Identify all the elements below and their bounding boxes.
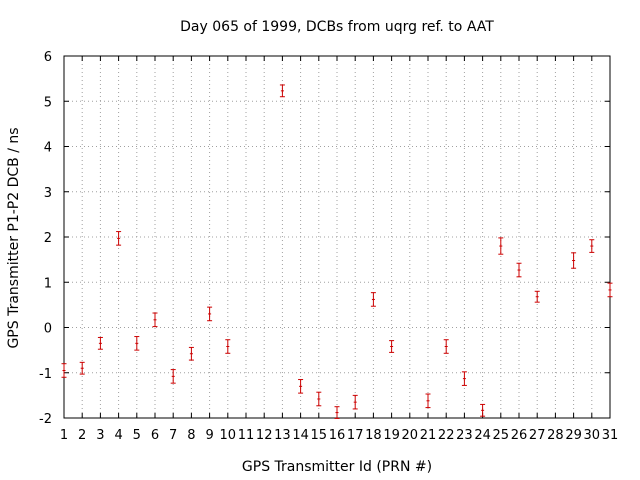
x-tick-label: 14 xyxy=(292,428,309,443)
x-tick-label: 10 xyxy=(220,428,237,443)
data-point xyxy=(152,312,158,328)
y-tick-label: -2 xyxy=(39,412,52,427)
data-point xyxy=(279,84,285,98)
x-tick-label: 5 xyxy=(133,428,141,443)
data-point xyxy=(389,340,395,353)
data-point xyxy=(498,237,504,255)
data-point xyxy=(225,339,231,354)
y-tick-label: 5 xyxy=(44,95,52,110)
chart-title: Day 065 of 1999, DCBs from uqrg ref. to … xyxy=(180,19,494,35)
x-tick-label: 6 xyxy=(151,428,159,443)
data-point xyxy=(516,262,522,278)
data-point xyxy=(534,290,540,303)
x-tick-label: 7 xyxy=(169,428,177,443)
x-tick-label: 16 xyxy=(329,428,346,443)
y-tick-label: 4 xyxy=(44,141,52,156)
x-axis-title: GPS Transmitter Id (PRN #) xyxy=(242,459,432,475)
x-tick-label: 27 xyxy=(529,428,546,443)
y-axis-title: GPS Transmitter P1-P2 DCB / ns xyxy=(6,127,22,348)
data-point xyxy=(170,369,176,384)
data-point xyxy=(79,361,85,375)
x-tick-label: 11 xyxy=(238,428,255,443)
data-point xyxy=(571,252,577,269)
x-tick-label: 8 xyxy=(187,428,195,443)
data-point xyxy=(298,379,304,394)
data-point xyxy=(370,292,376,307)
x-tick-label: 26 xyxy=(511,428,528,443)
x-tick-label: 2 xyxy=(78,428,86,443)
x-tick-label: 29 xyxy=(565,428,582,443)
data-point xyxy=(188,346,194,361)
data-point xyxy=(589,239,595,253)
data-point xyxy=(607,282,613,298)
x-tick-label: 21 xyxy=(420,428,437,443)
x-tick-label: 9 xyxy=(205,428,213,443)
x-tick-label: 15 xyxy=(311,428,328,443)
data-point xyxy=(425,393,431,409)
x-tick-label: 22 xyxy=(438,428,455,443)
x-tick-label: 31 xyxy=(602,428,619,443)
data-point xyxy=(116,231,122,246)
data-point xyxy=(97,336,103,350)
x-tick-label: 23 xyxy=(456,428,473,443)
x-tick-label: 19 xyxy=(383,428,400,443)
data-points-layer xyxy=(61,84,613,419)
data-point xyxy=(334,406,340,419)
x-tick-label: 20 xyxy=(402,428,419,443)
x-tick-label: 24 xyxy=(474,428,491,443)
y-tick-label: 3 xyxy=(44,186,52,201)
y-tick-label: 6 xyxy=(44,50,52,65)
data-point xyxy=(207,306,213,322)
data-point xyxy=(134,336,140,351)
data-point xyxy=(61,363,67,378)
x-tick-label: 25 xyxy=(493,428,510,443)
data-point xyxy=(443,339,449,354)
x-tick-label: 18 xyxy=(365,428,382,443)
x-tick-label: 3 xyxy=(96,428,104,443)
data-point xyxy=(480,403,486,417)
x-tick-label: 28 xyxy=(547,428,564,443)
x-tick-label: 1 xyxy=(60,428,68,443)
x-tick-label: 12 xyxy=(256,428,273,443)
data-point xyxy=(352,394,358,410)
y-tick-label: 0 xyxy=(44,322,52,337)
data-point xyxy=(461,371,467,386)
y-tick-label: 2 xyxy=(44,231,52,246)
tick-layer: 1 2 3 4 5 6 7 8 9 10 11 12 13 14 15 16 17 18 19 20 21 22 23 24 2… xyxy=(39,50,618,443)
y-tick-label: 1 xyxy=(44,276,52,291)
x-tick-label: 4 xyxy=(114,428,122,443)
data-point xyxy=(316,391,322,407)
x-tick-label: 17 xyxy=(347,428,364,443)
y-tick-label: -1 xyxy=(39,367,52,382)
grid-layer xyxy=(64,56,610,418)
x-tick-label: 13 xyxy=(274,428,291,443)
x-tick-label: 30 xyxy=(584,428,601,443)
